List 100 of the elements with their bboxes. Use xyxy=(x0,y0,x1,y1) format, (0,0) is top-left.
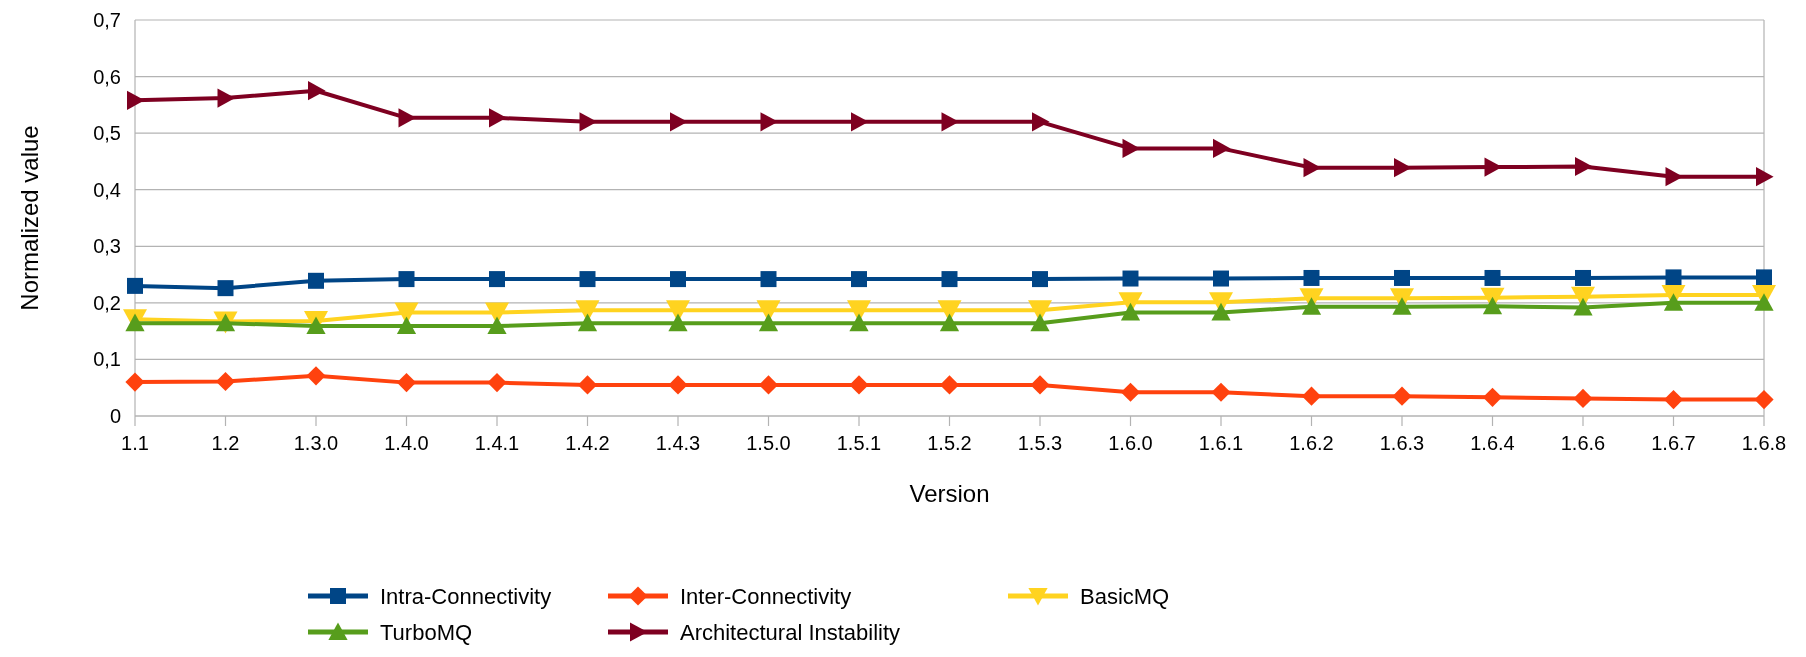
y-tick-label: 0 xyxy=(109,405,121,427)
point xyxy=(849,375,869,395)
x-tick-label: 1.6.0 xyxy=(1108,432,1153,454)
legend-label: Architectural Instability xyxy=(680,620,901,645)
point xyxy=(1663,389,1684,410)
point xyxy=(1303,158,1322,178)
x-tick-label: 1.4.3 xyxy=(655,432,701,454)
x-tick-label: 1.6.2 xyxy=(1289,432,1334,454)
point xyxy=(1575,156,1593,177)
y-tick-label: 0,3 xyxy=(93,235,121,258)
point xyxy=(1665,167,1684,187)
x-tick-label: 1.5.0 xyxy=(746,432,791,454)
point xyxy=(1032,112,1050,132)
x-tick-label: 1.6.8 xyxy=(1741,432,1787,454)
point xyxy=(758,313,779,332)
point xyxy=(851,271,867,288)
point xyxy=(1575,269,1591,286)
y-tick-label: 0,4 xyxy=(93,178,121,201)
point xyxy=(308,272,324,289)
point xyxy=(670,112,688,132)
point xyxy=(670,271,686,288)
point xyxy=(939,375,960,395)
y-tick-label: 0,5 xyxy=(93,122,121,145)
legend-label: BasicMQ xyxy=(1080,584,1170,609)
point xyxy=(1122,270,1139,287)
x-tick-label: 1.3.0 xyxy=(293,432,339,454)
legend-label: Inter-Connectivity xyxy=(680,584,852,609)
y-tick-label: 0,6 xyxy=(93,65,121,88)
point xyxy=(758,375,779,395)
x-tick-label: 1.5.1 xyxy=(836,432,882,454)
point xyxy=(941,271,958,288)
point xyxy=(1484,269,1501,286)
point xyxy=(1211,302,1231,321)
point xyxy=(579,112,598,132)
x-tick-label: 1.4.0 xyxy=(384,432,429,454)
point xyxy=(1756,269,1772,286)
point xyxy=(1394,269,1410,286)
point xyxy=(396,373,417,393)
y-axis-title: Normalized value xyxy=(16,125,43,311)
point xyxy=(760,271,777,288)
point xyxy=(306,366,326,386)
x-tick-label: 1.6.4 xyxy=(1470,432,1515,454)
point xyxy=(127,277,143,294)
point xyxy=(398,108,417,128)
point xyxy=(1120,382,1141,402)
point xyxy=(577,313,598,332)
point xyxy=(941,112,960,132)
point xyxy=(1392,297,1412,315)
point xyxy=(849,313,869,332)
point xyxy=(939,313,960,332)
point xyxy=(579,271,596,288)
point xyxy=(489,271,505,288)
point xyxy=(308,81,326,101)
point xyxy=(668,313,688,332)
legend-label: TurboMQ xyxy=(380,620,473,645)
point xyxy=(1032,271,1048,288)
point xyxy=(1030,375,1050,395)
point xyxy=(1120,302,1141,321)
point xyxy=(1301,297,1322,315)
x-tick-label: 1.4.1 xyxy=(474,432,520,454)
point xyxy=(127,90,145,110)
x-tick-label: 1.4.2 xyxy=(565,432,610,454)
point xyxy=(1573,388,1593,409)
point xyxy=(1754,389,1774,410)
point xyxy=(1756,167,1774,187)
point xyxy=(125,372,145,392)
point xyxy=(487,373,507,393)
point xyxy=(577,375,598,395)
point xyxy=(1394,158,1412,178)
point xyxy=(396,316,417,335)
point xyxy=(1211,382,1231,402)
point xyxy=(217,280,234,297)
x-tick-label: 1.6.1 xyxy=(1198,432,1244,454)
x-tick-label: 1.2 xyxy=(211,432,240,454)
point xyxy=(217,88,236,108)
x-axis-title: Version xyxy=(909,480,990,507)
x-tick-label: 1.1 xyxy=(121,432,149,454)
y-tick-label: 0,1 xyxy=(93,348,121,371)
y-tick-label: 0,7 xyxy=(93,9,121,31)
point xyxy=(215,371,236,392)
point xyxy=(1301,386,1322,406)
point xyxy=(760,112,779,132)
point xyxy=(1213,138,1231,159)
x-tick-label: 1.6.7 xyxy=(1651,432,1696,454)
point xyxy=(1482,387,1503,407)
point xyxy=(1392,386,1412,406)
point xyxy=(1754,293,1774,311)
x-tick-label: 1.5.2 xyxy=(927,432,972,454)
x-tick-label: 1.5.3 xyxy=(1017,432,1063,454)
point xyxy=(1482,296,1503,315)
point xyxy=(487,316,507,335)
point xyxy=(1030,313,1050,332)
point xyxy=(398,271,415,288)
point xyxy=(668,375,688,395)
point xyxy=(1573,297,1593,316)
point xyxy=(1213,270,1229,287)
point xyxy=(1665,269,1682,286)
point xyxy=(851,112,869,132)
x-tick-label: 1.6.3 xyxy=(1379,432,1425,454)
y-tick-label: 0,2 xyxy=(93,291,121,314)
